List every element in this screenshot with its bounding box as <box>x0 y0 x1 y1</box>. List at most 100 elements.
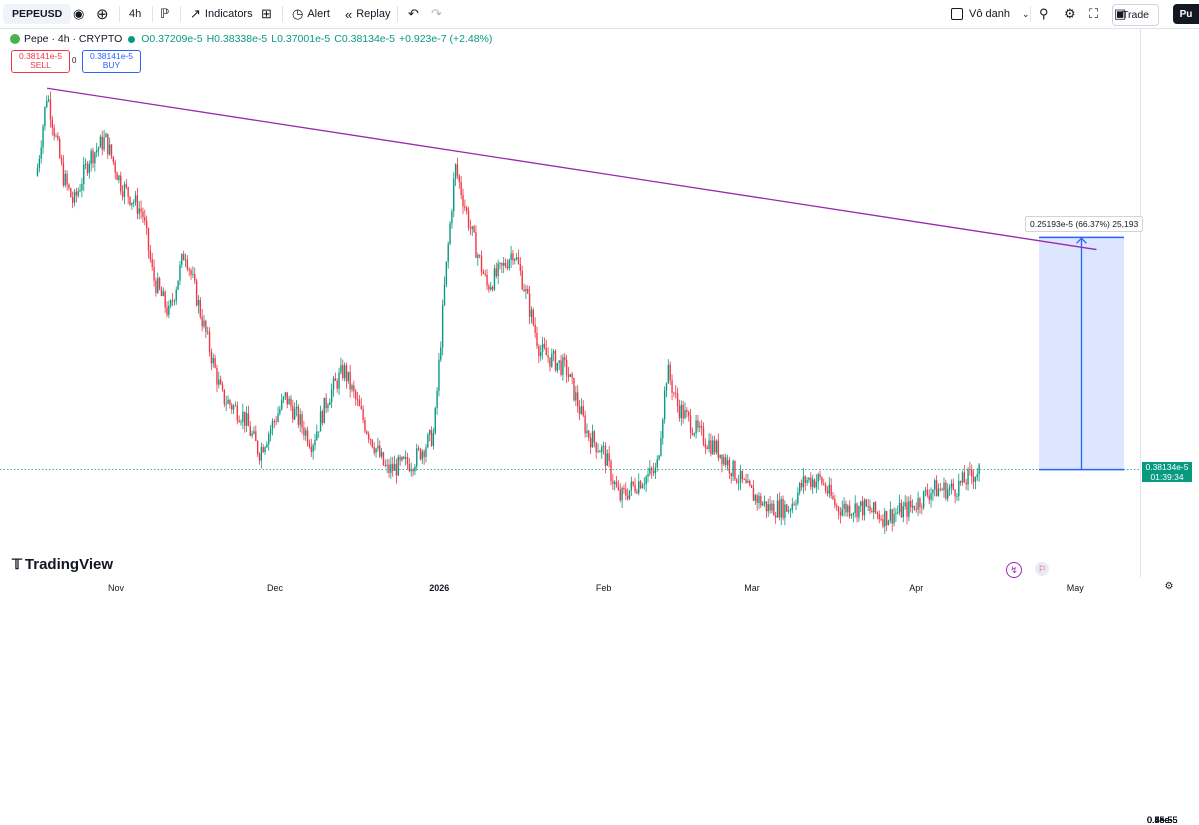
replay-button[interactable]: «Replay <box>345 0 390 28</box>
time-tick-label: Dec <box>266 583 284 593</box>
candle-body <box>68 184 70 189</box>
candle-body <box>543 343 546 348</box>
time-tick-label: 2026 <box>429 583 450 593</box>
candle-body <box>693 433 695 435</box>
candle-body <box>813 479 816 488</box>
candle-body <box>745 479 747 483</box>
candle-body <box>577 392 579 407</box>
time-tick-label: May <box>1066 583 1084 593</box>
candle-body <box>245 413 248 426</box>
alert-button[interactable]: ◷ Alert <box>292 0 330 28</box>
candle-body <box>434 408 436 434</box>
candle-body <box>70 188 72 198</box>
buy-price: 0.38141e-5 <box>89 51 133 61</box>
candle-body <box>153 266 155 281</box>
candle-body <box>66 173 68 185</box>
candle-body <box>554 351 557 371</box>
candle-body <box>802 476 805 488</box>
candle-body <box>660 438 662 456</box>
candle-body <box>281 399 283 410</box>
candle-body <box>194 274 196 281</box>
candle-body <box>184 259 187 261</box>
candle-body <box>601 446 603 453</box>
add-symbol-icon[interactable]: ⊕ <box>96 6 109 23</box>
eye-icon[interactable]: ◉ <box>73 6 85 21</box>
candle-body <box>349 371 351 390</box>
candle-body <box>599 451 601 453</box>
candle-body <box>323 397 325 424</box>
templates-icon[interactable]: ⊞ <box>261 6 272 21</box>
candle-body <box>175 289 177 301</box>
candle-body <box>319 411 322 432</box>
candle-body <box>430 429 433 446</box>
chart-pane[interactable] <box>0 29 1140 577</box>
candle-body <box>902 506 904 518</box>
interval-button[interactable]: 4h <box>129 0 141 28</box>
candle-body <box>747 480 749 483</box>
candle-body <box>419 448 422 460</box>
symbol-search-button[interactable]: PEPEUSD <box>3 4 72 24</box>
candle-body <box>262 447 264 453</box>
candle-body <box>140 208 142 212</box>
candle-body <box>567 374 570 377</box>
legend-high: H0.38338e-5 <box>206 33 268 45</box>
lightning-icon[interactable]: ↯ <box>1006 562 1022 578</box>
publish-button[interactable]: Pu <box>1173 4 1199 24</box>
candle-body <box>49 99 52 120</box>
axis-settings-icon[interactable]: ⚙ <box>1164 581 1174 592</box>
candle-body <box>743 479 745 481</box>
sell-button[interactable]: 0.38141e-5 SELL <box>11 50 70 73</box>
candle-body <box>514 259 516 261</box>
candle-body <box>240 421 242 423</box>
camera-icon[interactable]: ▣ <box>1114 6 1127 21</box>
candle-body <box>375 448 377 453</box>
candle-body <box>619 489 621 501</box>
candle-body <box>791 503 793 511</box>
trade-button[interactable]: Trade <box>1111 4 1159 26</box>
candle-body <box>771 503 773 511</box>
candle-body <box>752 487 755 501</box>
quick-search-icon[interactable]: ⚲ <box>1039 6 1049 21</box>
candle-body <box>608 453 610 462</box>
candle-body <box>630 481 633 491</box>
candle-body <box>469 227 472 229</box>
undo-icon[interactable]: ↶ <box>408 6 419 21</box>
candle-body <box>495 268 497 277</box>
candle-body <box>491 287 494 290</box>
candle-body <box>865 499 867 507</box>
tradingview-logo[interactable]: 𝕋 TradingView <box>12 556 113 573</box>
candle-body <box>223 389 226 405</box>
candle-body <box>284 392 287 397</box>
candle-body <box>234 405 237 407</box>
candle-body <box>773 503 775 516</box>
candle-body <box>536 332 538 347</box>
candle-body <box>948 487 951 490</box>
candle-body <box>530 309 533 317</box>
candle-body <box>473 226 475 232</box>
candle-body <box>712 440 714 454</box>
candle-body <box>704 444 707 448</box>
us-flag-icon[interactable]: ⚐ <box>1035 562 1049 576</box>
settings-gear-icon[interactable]: ⚙ <box>1064 6 1076 21</box>
indicators-button[interactable]: ↗ Indicators <box>190 0 253 28</box>
candle-body <box>458 175 460 182</box>
candle-body <box>249 426 251 436</box>
candle-body <box>588 430 590 438</box>
candle-body <box>460 181 462 195</box>
buy-button[interactable]: 0.38141e-5 BUY <box>82 50 141 73</box>
buy-label: BUY <box>102 60 121 70</box>
candle-body <box>336 380 338 389</box>
candle-body <box>351 385 353 390</box>
candle-body <box>338 372 340 389</box>
price-axis[interactable] <box>1140 29 1199 577</box>
candle-body <box>527 288 529 294</box>
candles-icon[interactable]: ℙ <box>160 6 170 21</box>
fullscreen-icon[interactable]: ⛶ <box>1089 6 1099 21</box>
redo-icon[interactable]: ↷ <box>431 6 442 21</box>
layout-menu-button[interactable]: Vô danh ⌄ <box>951 0 1030 28</box>
candle-body <box>625 489 627 496</box>
candle-body <box>464 206 466 208</box>
candle-body <box>510 253 512 260</box>
candle-body <box>44 106 46 127</box>
candle-body <box>443 284 446 305</box>
